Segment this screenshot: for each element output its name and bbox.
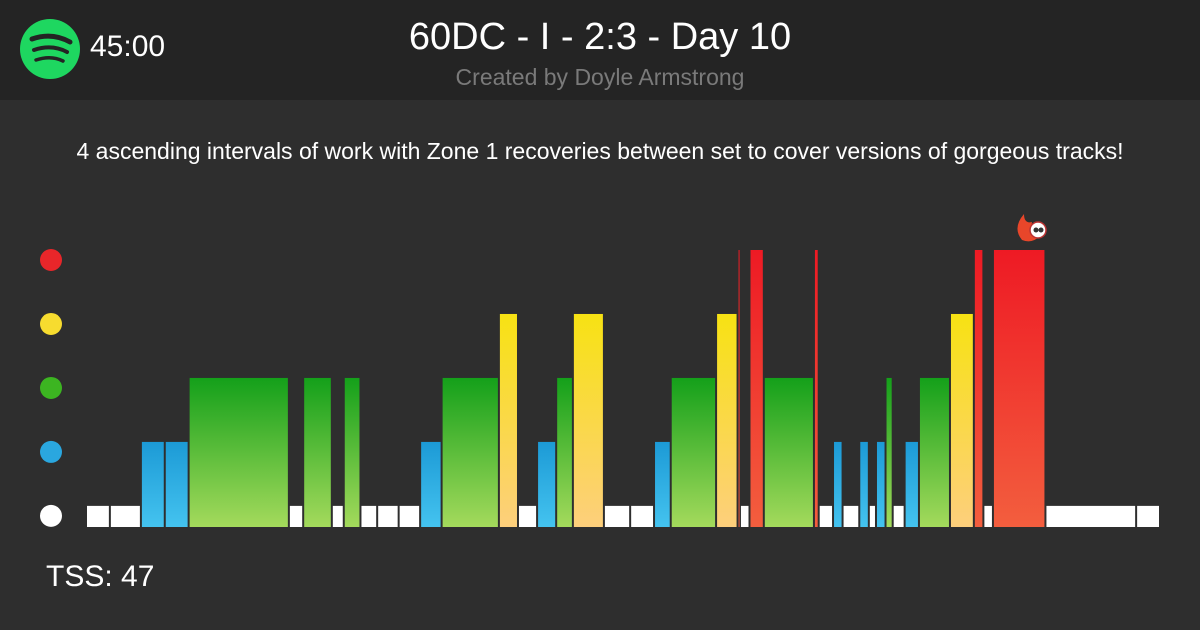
spotify-logo[interactable] bbox=[20, 19, 80, 79]
bar bbox=[165, 441, 188, 527]
title: 60DC - I - 2:3 - Day 10 bbox=[408, 16, 792, 58]
bar bbox=[950, 313, 973, 527]
bar bbox=[843, 505, 859, 527]
bar bbox=[919, 377, 949, 527]
header bbox=[0, 0, 1200, 100]
bar bbox=[984, 505, 992, 527]
bar bbox=[289, 505, 303, 527]
bar bbox=[499, 313, 517, 527]
tss: TSS: 47 bbox=[46, 560, 155, 593]
bar bbox=[738, 250, 740, 527]
bar bbox=[87, 505, 109, 527]
bar bbox=[304, 377, 331, 527]
bar bbox=[764, 377, 813, 527]
bar bbox=[361, 505, 377, 527]
zone-dot bbox=[40, 312, 62, 335]
bar bbox=[421, 441, 441, 527]
bar bbox=[332, 505, 343, 527]
bar bbox=[814, 250, 818, 527]
description: 4 ascending intervals of work with Zone … bbox=[76, 138, 1124, 164]
bar bbox=[993, 250, 1045, 527]
zone-dot bbox=[40, 440, 62, 463]
bar bbox=[141, 441, 164, 527]
fire-icon bbox=[1017, 214, 1047, 242]
bar bbox=[905, 441, 918, 527]
bar bbox=[886, 377, 892, 527]
bar bbox=[1046, 505, 1136, 527]
bar bbox=[819, 505, 833, 527]
bar bbox=[538, 441, 556, 527]
bar bbox=[442, 377, 498, 527]
bar bbox=[1137, 505, 1159, 527]
zone-dot bbox=[40, 376, 62, 399]
bar bbox=[518, 505, 537, 527]
bar bbox=[717, 313, 737, 527]
bar bbox=[750, 250, 763, 527]
bar bbox=[876, 441, 885, 527]
bar bbox=[893, 505, 904, 527]
subtitle: Created by Doyle Armstrong bbox=[455, 64, 745, 90]
bar bbox=[378, 505, 398, 527]
bar bbox=[573, 313, 603, 527]
bar bbox=[189, 377, 288, 527]
bar bbox=[671, 377, 716, 527]
bar bbox=[740, 505, 749, 527]
zone-dot bbox=[40, 504, 62, 527]
bar bbox=[860, 441, 868, 527]
bar bbox=[110, 505, 140, 527]
bar bbox=[834, 441, 842, 527]
zone-dot bbox=[40, 249, 62, 271]
bar bbox=[399, 505, 420, 527]
bar bbox=[869, 505, 875, 527]
bar bbox=[557, 377, 572, 527]
bar bbox=[974, 250, 983, 527]
bar bbox=[604, 505, 630, 527]
bar bbox=[655, 441, 670, 527]
bar bbox=[344, 377, 360, 527]
bar bbox=[631, 505, 654, 527]
duration: 45:00 bbox=[90, 30, 166, 63]
